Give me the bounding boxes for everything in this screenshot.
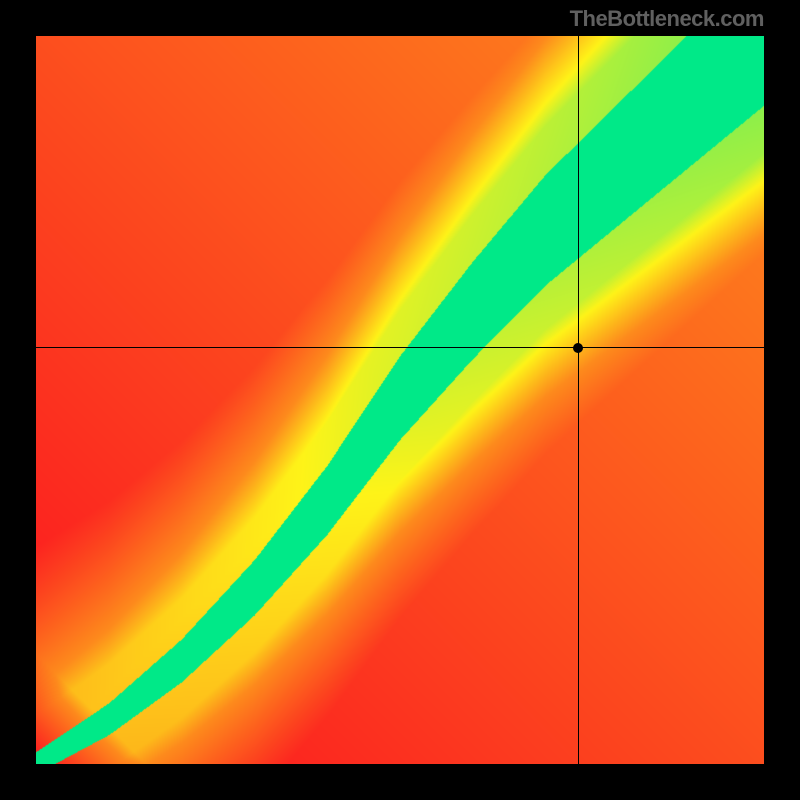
crosshair-vertical-line	[578, 36, 579, 764]
crosshair-horizontal-line	[36, 347, 764, 348]
watermark-text: TheBottleneck.com	[570, 6, 764, 32]
crosshair-marker	[573, 343, 583, 353]
heatmap-canvas	[36, 36, 764, 764]
plot-area	[36, 36, 764, 764]
